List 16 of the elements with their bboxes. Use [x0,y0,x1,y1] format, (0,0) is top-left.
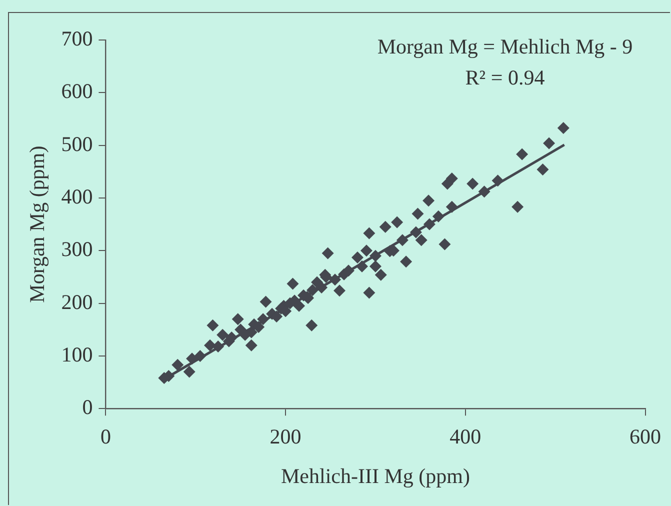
annotation: R² = 0.94 [465,66,546,90]
x-tick-label: 200 [270,424,302,449]
y-tick-label: 300 [61,237,93,262]
y-axis-title: Morgan Mg (ppm) [25,146,50,303]
x-tick-label: 0 [100,424,111,449]
y-tick-label: 100 [61,342,93,366]
y-tick-label: 200 [61,290,93,314]
x-tick-label: 400 [450,424,482,449]
x-axis-title: Mehlich-III Mg (ppm) [281,464,470,488]
y-tick-label: 400 [61,184,93,208]
annotation: Morgan Mg = Mehlich Mg - 9 [377,34,633,59]
x-tick-label: 600 [630,424,661,449]
y-tick-label: 0 [82,395,93,420]
y-tick-label: 500 [61,132,93,156]
y-tick-label: 600 [61,79,93,104]
y-tick-label: 700 [61,26,93,51]
